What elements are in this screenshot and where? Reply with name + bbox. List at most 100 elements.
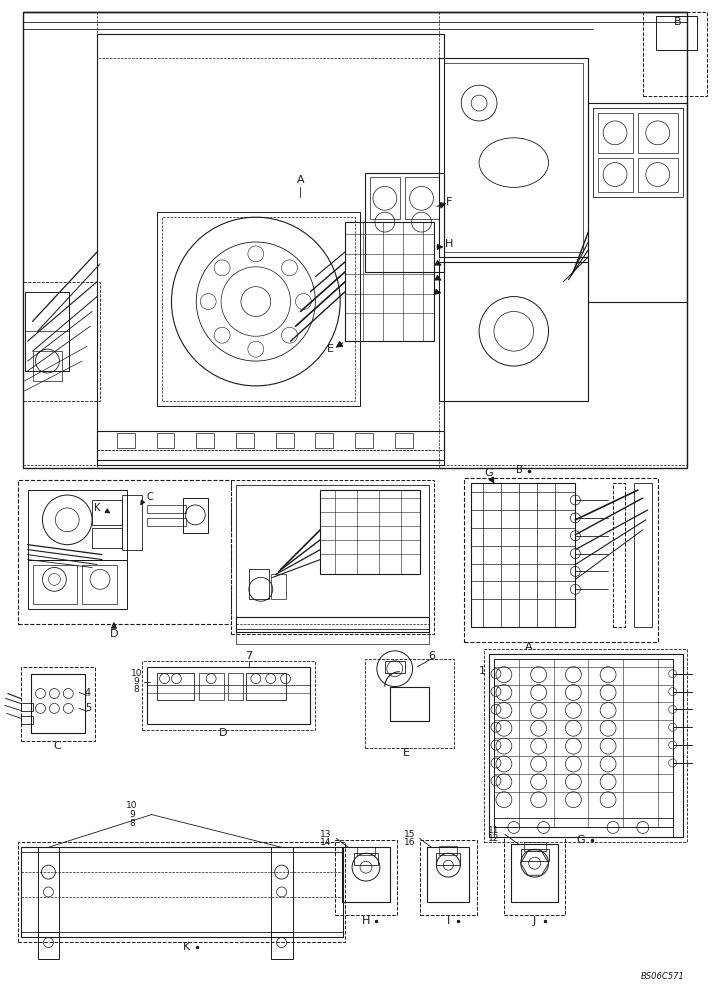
Bar [593,108,683,197]
Bar [589,103,688,302]
Bar [97,34,445,460]
Text: I: I [447,916,450,926]
Bar [38,932,59,959]
Text: 15: 15 [404,830,416,839]
Bar [236,617,429,632]
Bar [156,673,194,700]
Text: 12: 12 [488,834,500,843]
Bar [656,16,697,50]
Bar [28,560,127,609]
Bar [22,282,100,401]
Bar [494,818,673,837]
Text: B: B [516,465,523,475]
Text: 10: 10 [131,669,143,678]
Bar [236,485,429,629]
Text: BS06C571: BS06C571 [641,972,685,981]
Text: G: G [576,835,584,845]
Bar [92,500,122,525]
Bar [231,480,434,634]
Bar [33,351,62,381]
Bar [246,673,285,700]
Bar [439,58,589,257]
Bar [92,528,122,548]
Bar [634,483,652,627]
Bar [390,687,429,721]
Bar [82,565,117,604]
Bar [357,847,375,855]
Bar [28,490,127,560]
Bar [183,498,209,533]
Text: 14: 14 [319,838,331,847]
Bar [345,222,434,341]
Bar [156,212,360,406]
Bar [316,433,333,448]
Text: 9: 9 [129,810,135,819]
Bar [523,842,546,851]
Bar [21,716,33,724]
Text: E: E [327,344,334,354]
Text: 9: 9 [134,677,140,686]
Bar [365,659,454,748]
Bar [320,490,419,574]
Text: 4: 4 [85,688,91,698]
Bar [249,569,269,599]
Text: K: K [94,503,100,513]
Bar [17,480,231,624]
Bar [335,840,397,915]
Text: 8: 8 [134,685,140,694]
Bar [156,433,174,448]
Bar [638,113,678,153]
Bar [161,217,355,401]
Text: H: H [445,239,453,249]
Bar [21,703,33,711]
Bar [97,58,445,450]
Bar [30,674,85,733]
Text: B: B [674,17,681,27]
Text: 8: 8 [129,819,135,828]
Bar [511,844,558,902]
Text: 1: 1 [479,666,486,676]
Bar [445,63,584,252]
Text: C: C [54,741,62,751]
Bar [365,173,445,272]
Bar [271,932,292,959]
Bar [427,847,469,902]
Bar [405,177,439,219]
Text: F: F [446,197,452,207]
Bar [439,846,458,855]
Bar [354,853,378,865]
Bar [22,12,688,468]
Bar [271,574,285,599]
Text: 16: 16 [404,838,416,847]
Text: 6: 6 [428,651,435,661]
Bar [196,433,214,448]
Text: D: D [109,629,118,639]
Bar [117,433,135,448]
Bar [598,158,633,192]
Bar [598,113,633,153]
Bar [33,565,77,604]
Bar [521,849,549,861]
Bar [494,659,673,827]
Bar [464,478,657,642]
Text: J: J [533,916,536,926]
Text: C: C [146,492,153,502]
Text: K: K [182,942,190,952]
Bar [97,431,445,465]
Bar [122,495,142,550]
Bar [370,177,400,219]
Bar [199,673,224,700]
Text: 5: 5 [85,703,91,713]
Bar [25,292,70,371]
Bar [419,840,477,915]
Bar [21,847,343,937]
Bar [342,847,390,902]
Bar [38,847,59,937]
Bar [643,12,707,96]
Text: 10: 10 [126,801,138,810]
Bar [355,433,373,448]
Bar [489,654,683,837]
Text: G: G [484,468,493,478]
Bar [271,847,292,937]
Bar [147,518,186,526]
